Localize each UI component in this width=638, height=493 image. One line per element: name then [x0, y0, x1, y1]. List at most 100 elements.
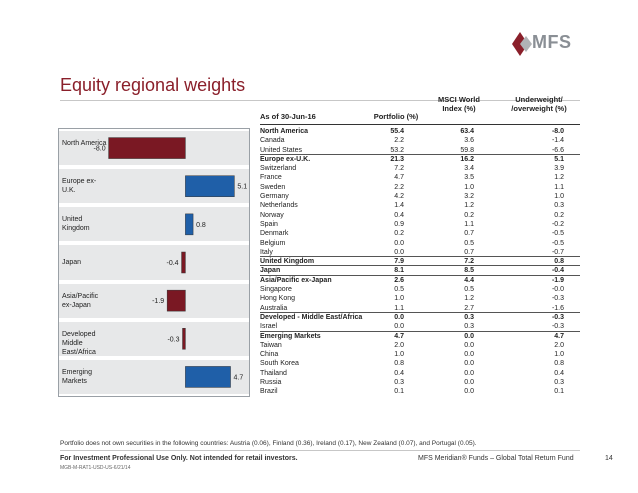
bar-value-label: 5.1: [237, 184, 247, 191]
index-value: 0.0: [464, 388, 474, 396]
row-name: Thailand: [260, 369, 287, 377]
row-name: United Kingdom: [260, 258, 315, 266]
portfolio-value: 7.2: [394, 165, 404, 173]
difference-value: -0.0: [551, 286, 564, 294]
difference-value: -1.4: [551, 137, 564, 145]
difference-value: -0.5: [551, 239, 564, 247]
category-panel: [59, 283, 249, 318]
portfolio-value: 53.2: [390, 146, 404, 154]
table-row: China 1.0 0.0 1.0: [260, 350, 580, 359]
weights-table: North America 55.4 63.4 -8.0 Canada 2.2 3.6 -1.…: [260, 127, 580, 397]
row-name: Norway: [260, 211, 284, 219]
difference-value: 2.0: [554, 341, 564, 349]
index-value: 4.4: [464, 276, 474, 284]
page-number: 14: [605, 455, 613, 462]
bar-value-label: 4.7: [234, 374, 244, 381]
table-row: Switzerland 7.2 3.4 3.9: [260, 164, 580, 173]
portfolio-value: 0.5: [394, 286, 404, 294]
difference-value: 4.7: [554, 332, 564, 340]
index-value: 0.7: [464, 230, 474, 238]
difference-value: 1.0: [554, 193, 564, 201]
difference-value: -6.6: [551, 146, 564, 154]
portfolio-value: 4.2: [394, 193, 404, 201]
footnote: Portfolio does not own securities in the…: [60, 440, 477, 447]
table-row: Canada 2.2 3.6 -1.4: [260, 136, 580, 145]
row-name: Denmark: [260, 230, 289, 238]
bar-value-label: -0.3: [167, 336, 179, 343]
index-value: 8.5: [464, 267, 474, 275]
row-name: Asia/Pacific ex-Japan: [260, 276, 332, 284]
portfolio-value: 0.8: [394, 360, 404, 368]
difference-value: 0.1: [554, 388, 564, 396]
index-value: 1.2: [464, 202, 474, 210]
portfolio-value: 1.0: [394, 351, 404, 359]
table-row: South Korea 0.8 0.0 0.8: [260, 359, 580, 368]
row-name: Singapore: [260, 286, 292, 294]
row-name: Canada: [260, 137, 285, 145]
portfolio-value: 0.4: [394, 369, 404, 377]
difference-value: 0.3: [554, 202, 564, 210]
fund-name: MFS Meridian® Funds – Global Total Retur…: [418, 455, 574, 462]
difference-value: 1.0: [554, 351, 564, 359]
index-value: 0.3: [464, 323, 474, 331]
chart-bars-svg: -8.0 5.1 0.8 -0.4 -1.9 -0.3 4.7: [94, 137, 247, 388]
footer-divider: [60, 450, 580, 451]
row-name: Italy: [260, 248, 273, 256]
header-msci: MSCI World Index (%): [438, 95, 480, 113]
region-label: Emerging Markets: [62, 368, 92, 385]
bar: [182, 328, 186, 350]
difference-value: 1.1: [554, 183, 564, 191]
difference-value: -0.5: [551, 230, 564, 238]
page-title: Equity regional weights: [60, 75, 246, 95]
table-row: Germany 4.2 3.2 1.0: [260, 192, 580, 201]
difference-value: 1.2: [554, 174, 564, 182]
portfolio-value: 1.4: [394, 202, 404, 210]
table-row: Norway 0.4 0.2 0.2: [260, 211, 580, 220]
row-name: Europe ex-U.K.: [260, 155, 311, 163]
portfolio-value: 7.9: [394, 258, 404, 266]
difference-value: -0.2: [551, 220, 564, 228]
region-label: North America: [62, 140, 107, 148]
difference-value: -1.9: [551, 276, 564, 284]
table-row: Netherlands 1.4 1.2 0.3: [260, 201, 580, 210]
index-value: 0.7: [464, 248, 474, 256]
index-value: 2.7: [464, 304, 474, 312]
table-row: Japan 8.1 8.5 -0.4: [260, 266, 580, 277]
table-row: Singapore 0.5 0.5 -0.0: [260, 285, 580, 294]
index-value: 16.2: [460, 155, 474, 163]
index-value: 3.6: [464, 137, 474, 145]
portfolio-value: 55.4: [390, 128, 404, 135]
portfolio-value: 0.3: [394, 379, 404, 387]
row-name: Spain: [260, 220, 278, 228]
portfolio-value: 0.0: [394, 313, 404, 321]
difference-value: 0.8: [554, 360, 564, 368]
header-rule: [260, 124, 580, 125]
difference-value: 0.3: [554, 379, 564, 387]
bar: [185, 175, 235, 197]
bar: [108, 137, 186, 159]
portfolio-value: 0.0: [394, 239, 404, 247]
bar: [181, 251, 186, 274]
table-row: Belgium 0.0 0.5 -0.5: [260, 239, 580, 248]
row-name: Australia: [260, 304, 288, 312]
portfolio-value: 0.1: [394, 388, 404, 396]
difference-value: -8.0: [551, 128, 564, 135]
bar-value-label: -0.4: [166, 260, 178, 267]
row-name: Netherlands: [260, 202, 298, 210]
disclaimer: For Investment Professional Use Only. No…: [60, 455, 298, 462]
portfolio-value: 2.6: [394, 276, 404, 284]
index-value: 0.0: [464, 341, 474, 349]
portfolio-value: 0.2: [394, 230, 404, 238]
table-row: Israel 0.0 0.3 -0.3: [260, 322, 580, 332]
difference-value: -0.3: [551, 323, 564, 331]
index-value: 0.3: [464, 313, 474, 321]
index-value: 1.2: [464, 295, 474, 303]
index-value: 1.1: [464, 220, 474, 228]
index-value: 0.2: [464, 211, 474, 219]
difference-value: -1.6: [551, 304, 564, 312]
index-value: 3.5: [464, 174, 474, 182]
bar-value-label: 0.8: [196, 222, 206, 229]
region-label: Europe ex-U.K.: [62, 178, 97, 195]
row-name: Developed - Middle East/Africa: [260, 313, 363, 321]
table-row: Asia/Pacific ex-Japan 2.6 4.4 -1.9: [260, 276, 580, 285]
